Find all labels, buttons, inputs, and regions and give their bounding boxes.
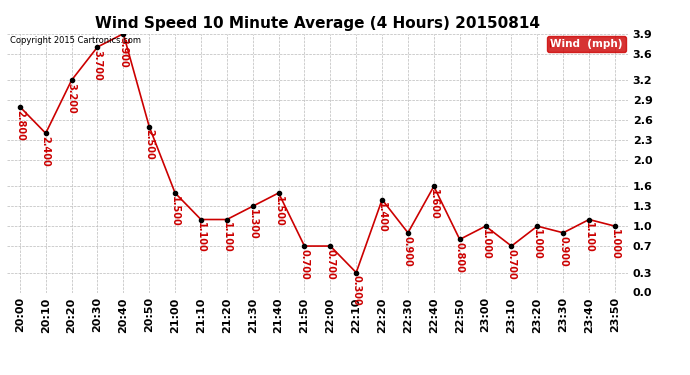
Text: 1.000: 1.000 bbox=[610, 229, 620, 260]
Text: 1.100: 1.100 bbox=[584, 222, 594, 253]
Text: 0.900: 0.900 bbox=[403, 236, 413, 266]
Text: 1.500: 1.500 bbox=[274, 196, 284, 226]
Text: Copyright 2015 Cartronics.com: Copyright 2015 Cartronics.com bbox=[10, 36, 141, 45]
Title: Wind Speed 10 Minute Average (4 Hours) 20150814: Wind Speed 10 Minute Average (4 Hours) 2… bbox=[95, 16, 540, 31]
Text: 0.700: 0.700 bbox=[506, 249, 516, 280]
Text: 2.800: 2.800 bbox=[15, 110, 25, 140]
Text: 2.500: 2.500 bbox=[144, 129, 154, 160]
Text: 1.400: 1.400 bbox=[377, 202, 387, 233]
Text: 0.900: 0.900 bbox=[558, 236, 568, 266]
Text: 1.100: 1.100 bbox=[222, 222, 232, 253]
Text: 0.800: 0.800 bbox=[455, 242, 464, 273]
Text: 1.500: 1.500 bbox=[170, 196, 180, 226]
Legend: Wind  (mph): Wind (mph) bbox=[547, 36, 626, 52]
Text: 1.100: 1.100 bbox=[196, 222, 206, 253]
Text: 3.700: 3.700 bbox=[92, 50, 102, 81]
Text: 0.700: 0.700 bbox=[326, 249, 335, 280]
Text: 1.000: 1.000 bbox=[533, 229, 542, 260]
Text: 3.200: 3.200 bbox=[67, 83, 77, 114]
Text: 0.700: 0.700 bbox=[299, 249, 309, 280]
Text: 3.900: 3.900 bbox=[119, 36, 128, 67]
Text: 2.400: 2.400 bbox=[41, 136, 50, 167]
Text: 0.300: 0.300 bbox=[351, 275, 361, 306]
Text: 1.600: 1.600 bbox=[429, 189, 439, 220]
Text: 1.300: 1.300 bbox=[248, 209, 257, 240]
Text: 1.000: 1.000 bbox=[481, 229, 491, 260]
